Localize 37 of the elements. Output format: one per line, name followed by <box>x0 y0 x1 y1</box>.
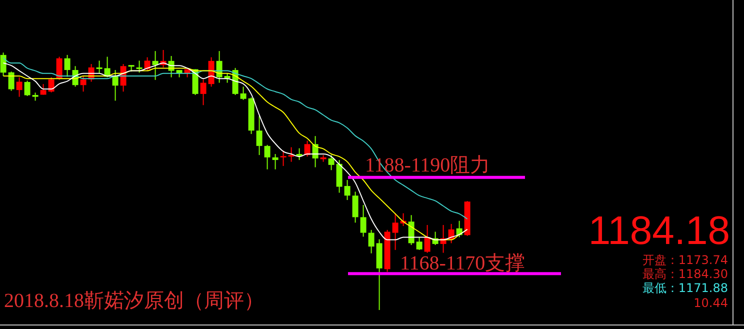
annotation: 2018.8.18靳婼汐原创（周评） <box>4 290 264 312</box>
candlestick <box>352 191 358 224</box>
candlestick <box>280 150 286 166</box>
candlestick <box>256 116 262 156</box>
candlestick <box>0 52 6 76</box>
candlestick <box>64 54 70 78</box>
candlestick <box>224 72 230 84</box>
candlestick <box>392 212 398 250</box>
candlestick <box>208 56 214 88</box>
candlestick <box>368 229 374 254</box>
candlestick <box>272 154 278 170</box>
candlestick <box>56 56 62 80</box>
candlestick <box>112 70 118 102</box>
text: 开盘：1173.74 <box>642 253 728 267</box>
text: 最低：1171.88 <box>642 281 728 295</box>
candlestick <box>8 71 14 92</box>
candlestick <box>96 60 102 74</box>
text: 10.44 <box>694 296 728 310</box>
candlestick <box>304 140 310 158</box>
candlestick <box>344 180 350 201</box>
ref-line-label: 1168-1170支撑 <box>400 252 526 275</box>
candlestick <box>336 159 342 194</box>
text: 最高：1184.30 <box>642 267 728 281</box>
candlestick <box>416 236 422 250</box>
candlestick <box>136 60 142 74</box>
candlestick <box>408 214 414 246</box>
candlestick <box>200 78 206 106</box>
candlestick <box>24 80 30 97</box>
candlestick <box>264 144 270 170</box>
candlestick <box>80 76 86 92</box>
candlestick <box>360 204 366 238</box>
candlestick <box>424 224 430 254</box>
candlestick <box>328 154 334 171</box>
candlestick <box>48 76 54 93</box>
candlestick <box>16 76 22 98</box>
text: 1184.18 <box>588 209 730 253</box>
candlestick <box>240 86 246 100</box>
